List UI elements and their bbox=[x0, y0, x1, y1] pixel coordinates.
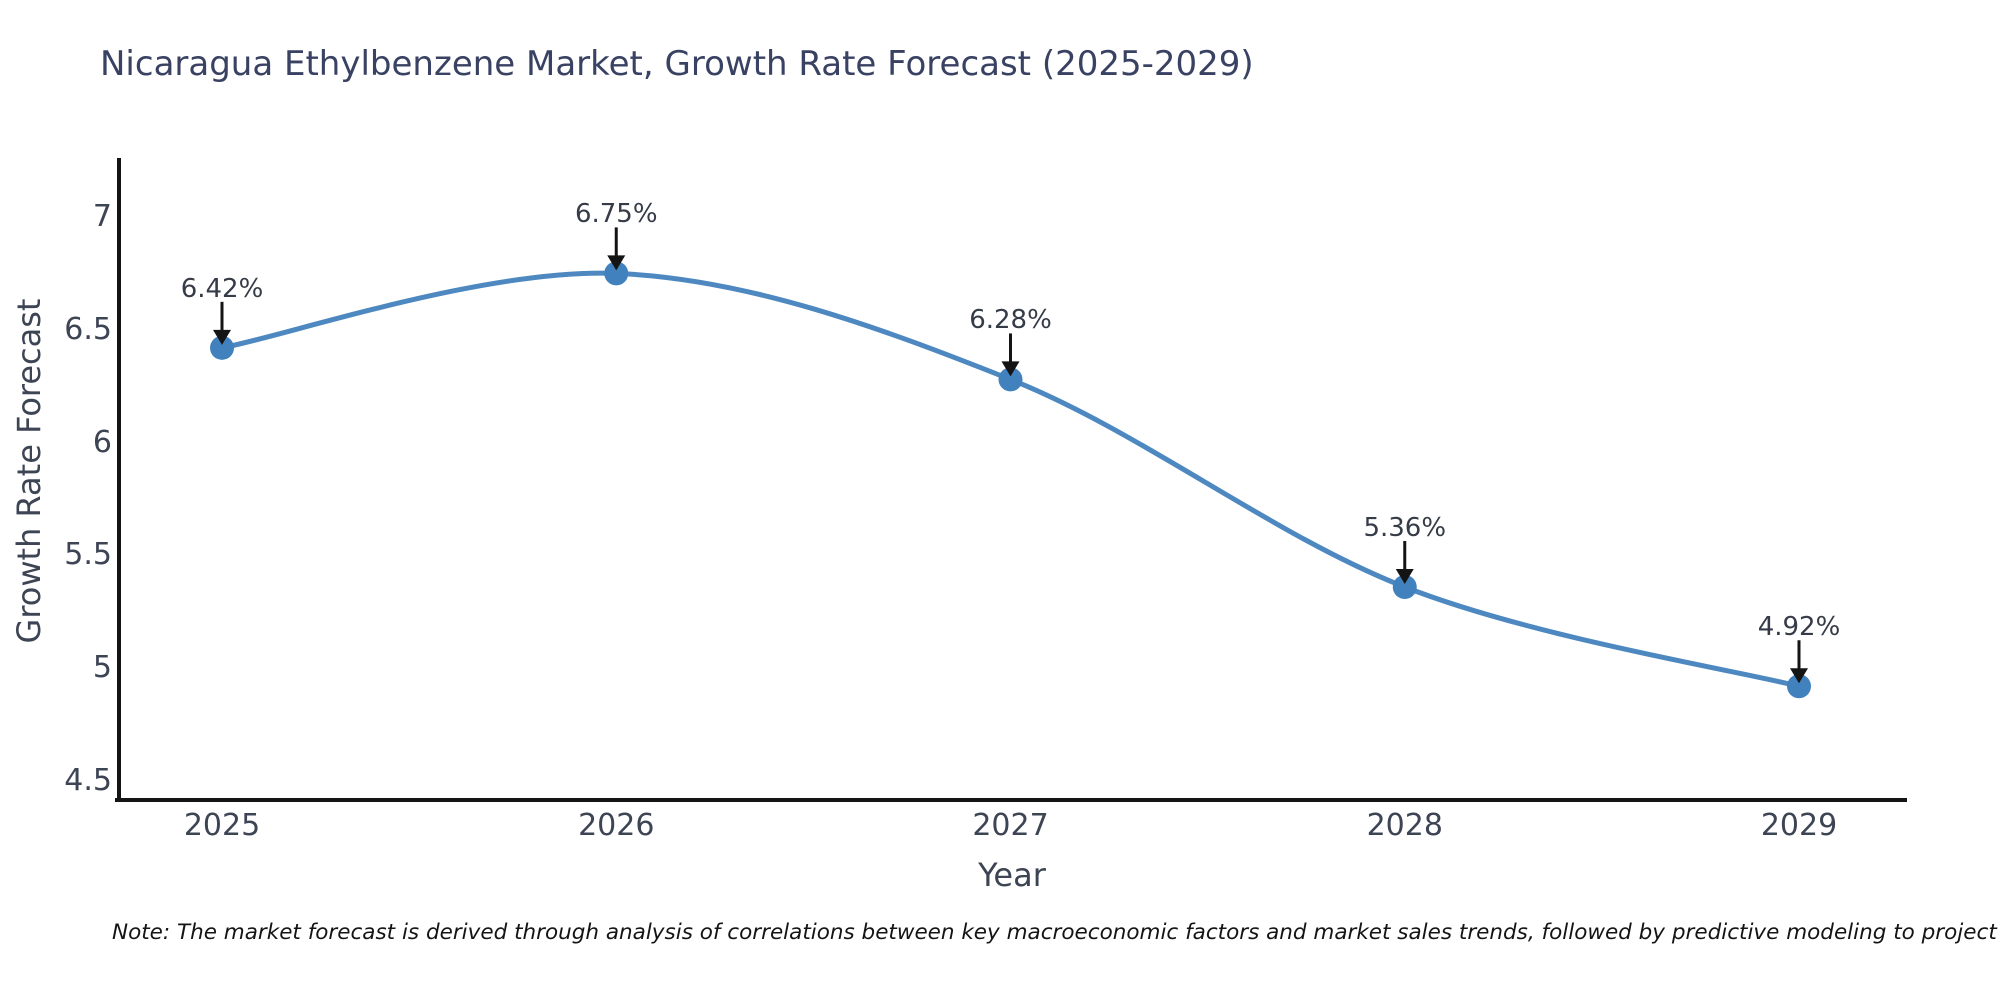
data-point-marker bbox=[604, 261, 629, 286]
annotation-arrow-head-icon bbox=[1001, 361, 1020, 377]
y-tick-label: 5 bbox=[92, 650, 112, 686]
x-tick-label: 2026 bbox=[578, 808, 655, 843]
data-point-value-label: 4.92% bbox=[1757, 612, 1841, 643]
x-tick-label: 2028 bbox=[1366, 808, 1443, 843]
y-tick-label: 6.5 bbox=[64, 311, 112, 347]
x-tick-label: 2027 bbox=[972, 808, 1049, 843]
y-tick-label: 5.5 bbox=[64, 537, 112, 573]
annotation-arrow-head-icon bbox=[213, 329, 231, 345]
data-point-value-label: 5.36% bbox=[1363, 512, 1447, 543]
y-tick-label: 7 bbox=[92, 199, 112, 234]
data-point-value-label: 6.28% bbox=[969, 305, 1052, 336]
annotation-arrow-head-icon bbox=[1395, 568, 1414, 584]
footnote: Note: The market forecast is derived thr… bbox=[112, 920, 2000, 945]
y-tick-label: 6 bbox=[92, 424, 112, 460]
data-point-marker bbox=[998, 367, 1023, 392]
y-tick-label: 4.5 bbox=[64, 763, 112, 798]
chart-title: Nicaragua Ethylbenzene Market, Growth Ra… bbox=[100, 44, 1254, 84]
data-point-marker bbox=[1787, 674, 1811, 699]
x-axis-title: Year bbox=[978, 856, 1046, 894]
data-point-value-label: 6.42% bbox=[180, 273, 264, 304]
x-tick-label: 2029 bbox=[1760, 808, 1838, 843]
data-point-marker bbox=[1392, 574, 1417, 599]
data-point-value-label: 6.75% bbox=[574, 199, 658, 230]
data-point-marker bbox=[210, 335, 234, 360]
x-tick-label: 2025 bbox=[183, 808, 261, 843]
annotation-arrow-head-icon bbox=[1790, 668, 1808, 684]
annotation-arrow-head-icon bbox=[607, 255, 626, 271]
